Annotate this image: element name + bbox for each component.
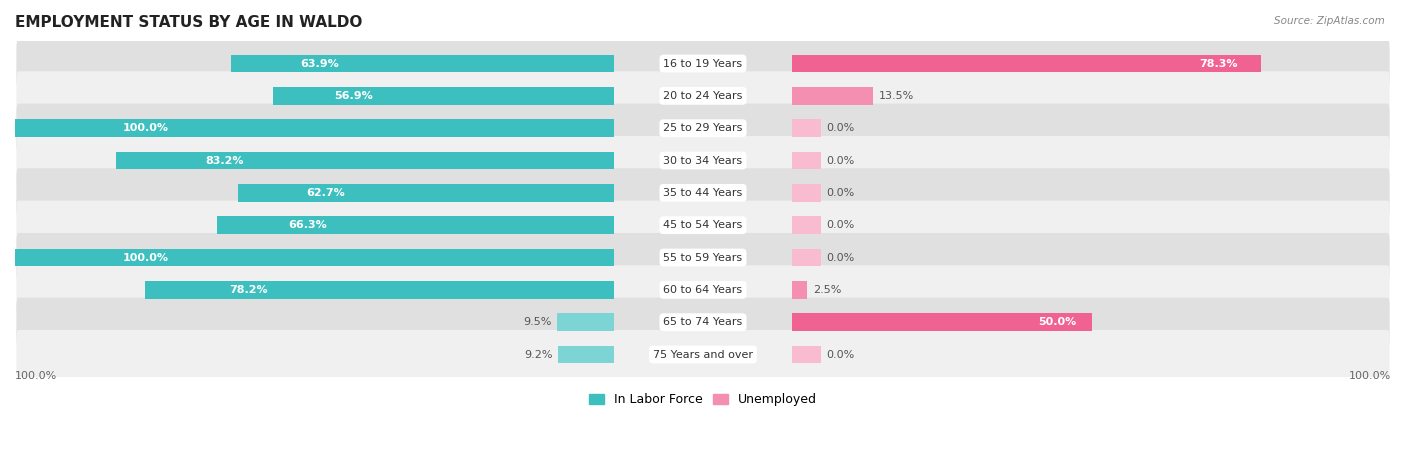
Text: 16 to 19 Years: 16 to 19 Years	[664, 58, 742, 68]
FancyBboxPatch shape	[17, 104, 1389, 153]
Bar	[273, 87, 613, 105]
Bar	[558, 346, 613, 364]
Text: 2.5%: 2.5%	[813, 285, 841, 295]
FancyBboxPatch shape	[17, 233, 1389, 282]
Bar	[793, 152, 821, 169]
Text: 100.0%: 100.0%	[122, 252, 169, 262]
Text: 55 to 59 Years: 55 to 59 Years	[664, 252, 742, 262]
Text: 13.5%: 13.5%	[879, 91, 914, 101]
Text: 75 Years and over: 75 Years and over	[652, 350, 754, 360]
Text: 83.2%: 83.2%	[205, 156, 243, 166]
Text: 78.3%: 78.3%	[1199, 58, 1237, 68]
Text: 100.0%: 100.0%	[15, 370, 58, 381]
Text: 60 to 64 Years: 60 to 64 Years	[664, 285, 742, 295]
Text: 0.0%: 0.0%	[827, 188, 855, 198]
Text: 56.9%: 56.9%	[335, 91, 373, 101]
Bar	[793, 54, 1261, 72]
Text: 45 to 54 Years: 45 to 54 Years	[664, 220, 742, 230]
Text: 65 to 74 Years: 65 to 74 Years	[664, 317, 742, 327]
Text: Source: ZipAtlas.com: Source: ZipAtlas.com	[1274, 16, 1385, 26]
Legend: In Labor Force, Unemployed: In Labor Force, Unemployed	[583, 388, 823, 411]
Text: EMPLOYMENT STATUS BY AGE IN WALDO: EMPLOYMENT STATUS BY AGE IN WALDO	[15, 15, 363, 30]
Bar	[793, 87, 873, 105]
Text: 0.0%: 0.0%	[827, 350, 855, 360]
FancyBboxPatch shape	[17, 168, 1389, 217]
FancyBboxPatch shape	[17, 39, 1389, 88]
Bar	[793, 249, 821, 266]
Bar	[238, 184, 613, 202]
Text: 100.0%: 100.0%	[1348, 370, 1391, 381]
Text: 0.0%: 0.0%	[827, 220, 855, 230]
Text: 0.0%: 0.0%	[827, 123, 855, 133]
FancyBboxPatch shape	[17, 266, 1389, 315]
Bar	[793, 281, 807, 299]
Text: 25 to 29 Years: 25 to 29 Years	[664, 123, 742, 133]
Text: 100.0%: 100.0%	[122, 123, 169, 133]
Text: 20 to 24 Years: 20 to 24 Years	[664, 91, 742, 101]
Text: 78.2%: 78.2%	[229, 285, 269, 295]
Text: 9.2%: 9.2%	[524, 350, 553, 360]
Text: 66.3%: 66.3%	[288, 220, 328, 230]
Bar	[15, 119, 613, 137]
Bar	[793, 184, 821, 202]
Bar	[115, 152, 613, 169]
FancyBboxPatch shape	[17, 136, 1389, 185]
Bar	[793, 346, 821, 364]
FancyBboxPatch shape	[17, 71, 1389, 121]
Bar	[557, 313, 613, 331]
Text: 50.0%: 50.0%	[1039, 317, 1077, 327]
Text: 63.9%: 63.9%	[299, 58, 339, 68]
Bar	[231, 54, 613, 72]
FancyBboxPatch shape	[17, 297, 1389, 347]
FancyBboxPatch shape	[17, 330, 1389, 379]
Text: 0.0%: 0.0%	[827, 252, 855, 262]
Bar	[145, 281, 613, 299]
Bar	[793, 216, 821, 234]
Text: 0.0%: 0.0%	[827, 156, 855, 166]
Text: 35 to 44 Years: 35 to 44 Years	[664, 188, 742, 198]
Text: 62.7%: 62.7%	[307, 188, 344, 198]
Text: 9.5%: 9.5%	[523, 317, 551, 327]
Bar	[793, 119, 821, 137]
Text: 30 to 34 Years: 30 to 34 Years	[664, 156, 742, 166]
Bar	[217, 216, 613, 234]
Bar	[793, 313, 1091, 331]
FancyBboxPatch shape	[17, 201, 1389, 250]
Bar	[15, 249, 613, 266]
